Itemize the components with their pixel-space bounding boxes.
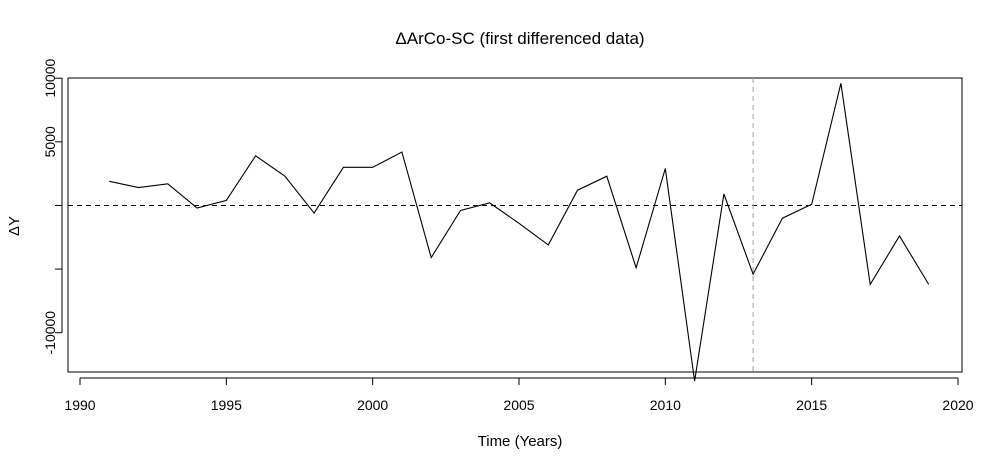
x-tick-label: 1995 xyxy=(211,397,242,413)
series-line xyxy=(109,83,930,382)
series-layer xyxy=(109,83,930,382)
y-tick-label: 10000 xyxy=(42,59,58,98)
reference-lines xyxy=(68,78,962,372)
x-tick-label: 1990 xyxy=(64,397,95,413)
y-tick-label: 5000 xyxy=(42,126,58,157)
x-tick-label: 2020 xyxy=(942,397,973,413)
y-axis-title: ΔY xyxy=(6,216,23,236)
x-axis: 1990 1995 2000 2005 2010 2015 2020 xyxy=(64,377,974,413)
x-tick-label: 2015 xyxy=(796,397,827,413)
plot-frame xyxy=(67,77,963,373)
x-tick-label: 2000 xyxy=(357,397,388,413)
y-axis: -10000 5000 10000 xyxy=(42,59,63,355)
y-tick-label: -10000 xyxy=(42,311,58,355)
x-axis-title: Time (Years) xyxy=(478,433,563,450)
x-tick-label: 2005 xyxy=(503,397,534,413)
chart-title: ΔArCo-SC (first differenced data) xyxy=(395,29,644,48)
x-tick-label: 2010 xyxy=(650,397,681,413)
